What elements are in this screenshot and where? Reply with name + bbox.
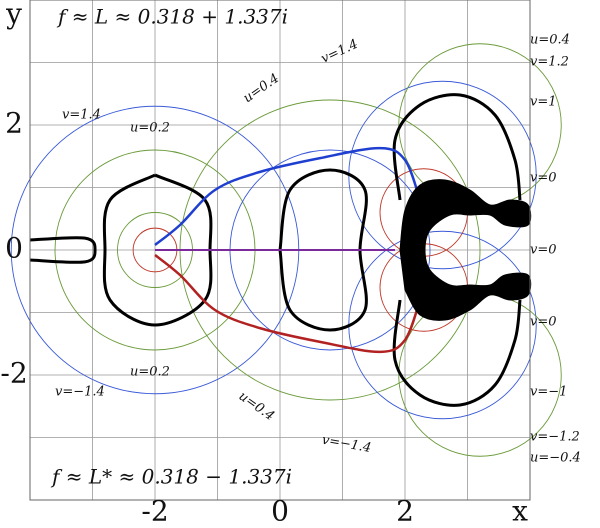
- level-label: v=−1.4: [321, 433, 373, 456]
- x-tick-label: 0: [271, 495, 289, 528]
- contour-line: [29, 236, 97, 264]
- level-label: v=1.4: [62, 108, 101, 123]
- annotation: f ≈ L ≈ 0.318 + 1.337i: [56, 5, 288, 29]
- annotation: f ≈ L* ≈ 0.318 − 1.337i: [50, 465, 292, 489]
- contour-line: [399, 179, 532, 321]
- level-label: u=0.4: [236, 389, 277, 424]
- level-label: v=−1.2: [530, 430, 580, 445]
- contour-circle: [348, 230, 537, 420]
- level-label: v=−1.4: [55, 385, 105, 400]
- level-label: v=0: [530, 243, 557, 258]
- level-label: v=−1: [530, 385, 567, 400]
- y-tick-label: 2: [5, 107, 23, 140]
- contour-circle: [348, 80, 537, 270]
- y-tick-label: -2: [0, 357, 27, 390]
- level-label: v=0: [530, 171, 557, 186]
- plot-frame: [29, 0, 531, 501]
- y-axis-label: y: [5, 0, 22, 31]
- plot: [10, 0, 562, 501]
- contour-line: [154, 146, 422, 246]
- contour-line: [392, 299, 522, 407]
- level-label: u=0.4: [530, 33, 570, 48]
- x-axis-label: x: [512, 495, 528, 528]
- level-label: u=0.2: [130, 121, 170, 136]
- level-label: u=−0.4: [530, 451, 581, 466]
- x-tick-label: -2: [141, 495, 168, 528]
- level-label: v=1: [530, 95, 557, 110]
- contour-line: [102, 173, 213, 327]
- level-label: v=1.2: [530, 55, 569, 70]
- contour-line: [392, 93, 522, 201]
- contour-line: [154, 254, 422, 354]
- level-label: u=0.4: [241, 71, 282, 106]
- x-tick-label: 2: [396, 495, 414, 528]
- y-tick-label: 0: [5, 232, 23, 265]
- level-label: u=0.2: [130, 365, 170, 380]
- level-label: v=0: [530, 315, 557, 330]
